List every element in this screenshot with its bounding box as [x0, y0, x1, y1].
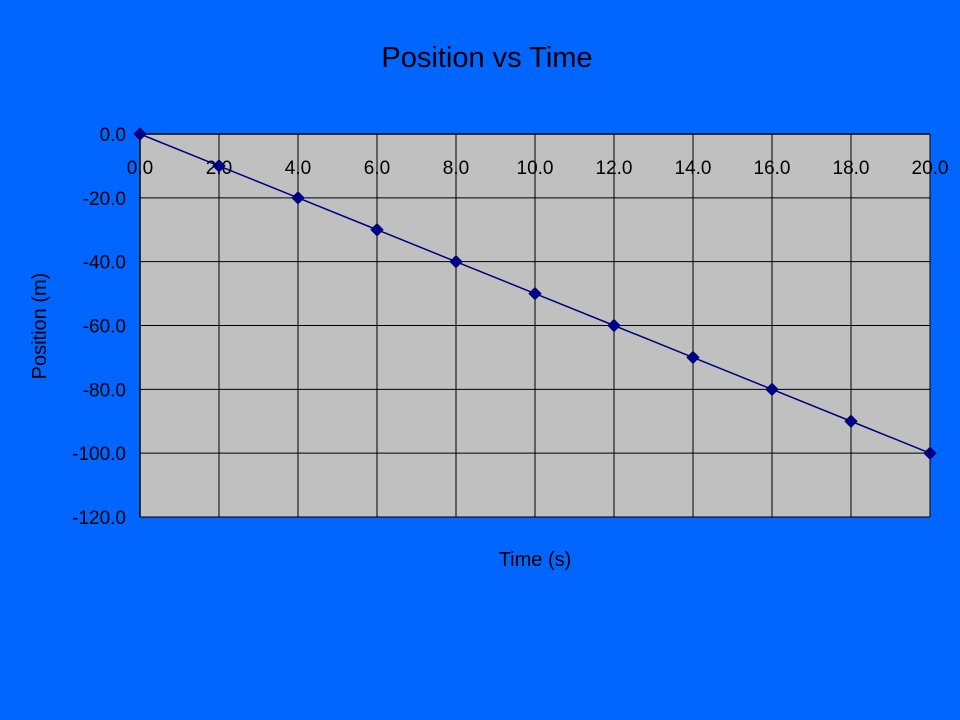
- series-group: [133, 127, 937, 460]
- data-point: [449, 254, 463, 269]
- y-axis-title: Position (m): [29, 273, 51, 380]
- data-point: [212, 159, 226, 173]
- x-tick-label: 18.0: [833, 158, 870, 179]
- y-tick-label: -40.0: [83, 253, 126, 274]
- y-tick-labels: 0.0 -20.0 -40.0 -60.0 -80.0 -100.0 -120.0: [72, 125, 126, 529]
- x-tick-labels: 0.02.04.06.08.010.012.014.016.018.020.0: [127, 158, 949, 179]
- chart-title: Position vs Time: [381, 42, 592, 74]
- x-tick-label: 8.0: [443, 158, 469, 179]
- x-tick-label: 0.0: [127, 158, 153, 179]
- data-point: [686, 350, 700, 365]
- data-point: [528, 286, 542, 301]
- data-point: [923, 446, 937, 460]
- data-point: [765, 382, 779, 397]
- data-point: [133, 127, 147, 141]
- x-tick-label: 14.0: [675, 158, 712, 179]
- y-tick-label: -20.0: [83, 189, 126, 210]
- x-tick-label: 6.0: [364, 158, 390, 179]
- x-axis-title: Time (s): [499, 549, 572, 571]
- y-tick-label: -100.0: [72, 444, 126, 465]
- y-tick-label: -80.0: [83, 380, 126, 401]
- x-tick-label: 4.0: [285, 158, 311, 179]
- x-tick-label: 12.0: [596, 158, 633, 179]
- y-tick-label: -60.0: [83, 317, 126, 338]
- x-tick-label: 10.0: [517, 158, 554, 179]
- data-point: [844, 414, 858, 428]
- y-tick-label: -120.0: [72, 508, 126, 529]
- data-point: [607, 318, 621, 333]
- x-tick-label: 16.0: [754, 158, 791, 179]
- data-point: [291, 191, 305, 205]
- data-point: [370, 223, 384, 237]
- x-tick-label: 20.0: [912, 158, 949, 179]
- y-tick-label: 0.0: [100, 125, 126, 146]
